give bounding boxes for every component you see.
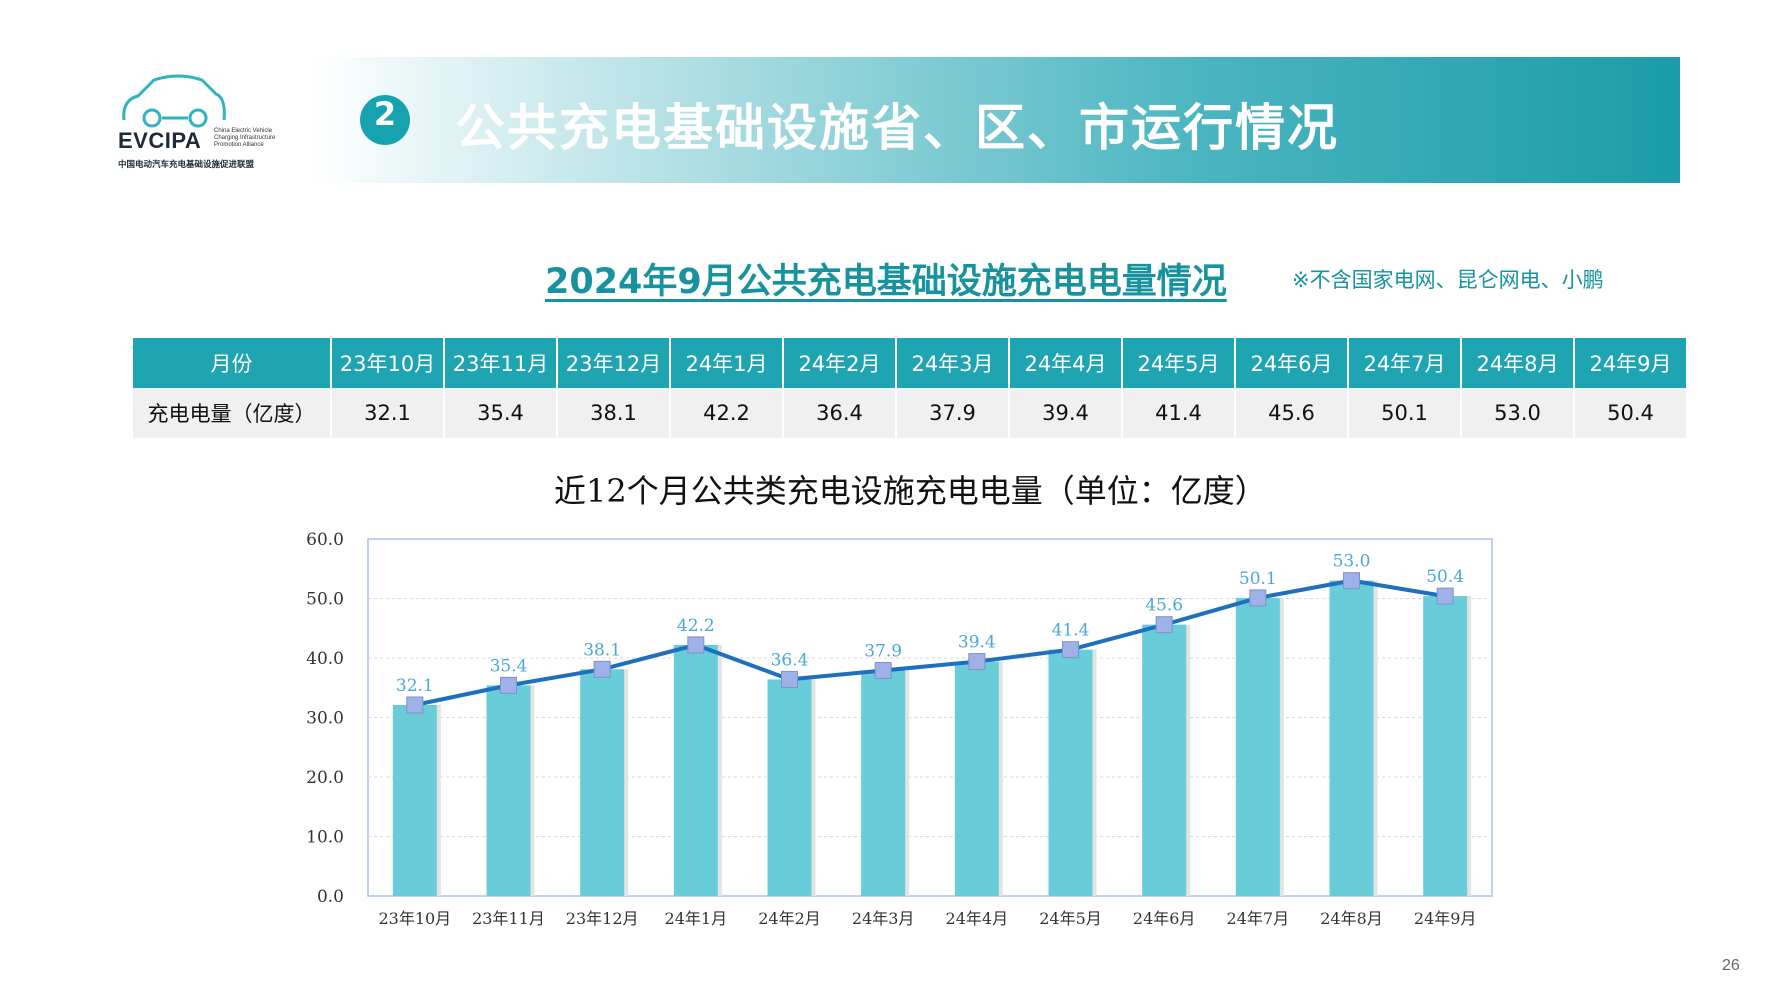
data-point-marker	[1249, 589, 1267, 607]
header-cell: 24年9月	[1574, 338, 1688, 388]
x-tick-label: 24年8月	[1320, 909, 1383, 928]
car-logo-icon	[122, 74, 226, 128]
header-cell: 月份	[133, 338, 332, 388]
page-title: 公共充电基础设施省、区、市运行情况	[455, 99, 1339, 157]
table-cell: 36.4	[783, 388, 897, 438]
logo-english-name: China Electric Vehicle Charging Infrastr…	[214, 128, 276, 148]
data-table: 月份 23年10月 23年11月 23年12月 24年1月 24年2月 24年3…	[133, 338, 1688, 438]
x-tick-label: 24年2月	[758, 909, 821, 928]
data-label: 37.9	[864, 641, 902, 661]
table-cell: 41.4	[1122, 388, 1236, 438]
bar	[392, 705, 437, 896]
bar	[954, 661, 999, 896]
bar	[1142, 624, 1187, 896]
header-cell: 23年11月	[444, 338, 558, 388]
data-point-marker	[500, 676, 517, 694]
header-cell: 24年1月	[670, 338, 784, 388]
table-cell: 37.9	[896, 388, 1010, 438]
y-tick-label: 0.0	[317, 887, 344, 907]
x-tick-label: 24年7月	[1227, 909, 1290, 928]
x-tick-label: 24年4月	[946, 909, 1009, 928]
chart-title: 近12个月公共类充电设施充电电量（单位：亿度）	[554, 472, 1267, 510]
data-label: 41.4	[1052, 621, 1090, 641]
data-point-marker	[1155, 616, 1173, 634]
data-point-marker	[1436, 587, 1454, 605]
bar	[861, 670, 906, 896]
y-tick-label: 60.0	[306, 530, 344, 550]
section-number: 2	[360, 95, 410, 145]
x-tick-label: 24年3月	[852, 909, 915, 928]
header-cell: 24年4月	[1009, 338, 1123, 388]
data-point-marker	[1062, 641, 1079, 659]
bar	[1048, 649, 1093, 896]
table-header-row: 月份 23年10月 23年11月 23年12月 24年1月 24年2月 24年3…	[133, 338, 1688, 388]
bar	[673, 644, 718, 896]
bar	[580, 669, 625, 896]
bar	[1329, 580, 1374, 896]
bar	[1423, 596, 1468, 896]
data-label: 32.1	[396, 676, 434, 696]
x-tick-label: 24年9月	[1414, 909, 1477, 928]
y-tick-label: 10.0	[306, 828, 344, 848]
x-tick-label: 23年11月	[472, 909, 545, 928]
bar	[1235, 597, 1280, 896]
evcipa-logo: EVCIPA China Electric Vehicle Charging I…	[118, 70, 288, 175]
header-cell: 24年2月	[783, 338, 897, 388]
data-label: 45.6	[1145, 596, 1183, 616]
y-tick-label: 40.0	[306, 649, 344, 669]
table-cell: 53.0	[1461, 388, 1575, 438]
table-cell: 32.1	[331, 388, 445, 438]
data-point-marker	[874, 661, 892, 679]
data-point-marker	[593, 660, 611, 678]
y-tick-label: 20.0	[306, 768, 344, 788]
table-row: 充电电量（亿度） 32.1 35.4 38.1 42.2 36.4 37.9 3…	[133, 388, 1688, 438]
data-label: 42.2	[677, 616, 715, 636]
logo-chinese-name: 中国电动汽车充电基础设施促进联盟	[118, 160, 255, 170]
exclusion-note: ※不含国家电网、昆仑网电、小鹏	[1292, 268, 1604, 292]
data-point-marker	[687, 636, 705, 654]
header-cell: 24年5月	[1122, 338, 1236, 388]
header-cell: 23年10月	[331, 338, 445, 388]
data-point-marker	[406, 696, 424, 714]
x-tick-label: 24年6月	[1133, 909, 1196, 928]
header-cell: 24年7月	[1348, 338, 1462, 388]
table-cell: 39.4	[1009, 388, 1123, 438]
series-line	[414, 578, 1446, 707]
header-cell: 24年6月	[1235, 338, 1349, 388]
data-point-marker	[781, 670, 798, 688]
data-label: 36.4	[771, 650, 809, 670]
table-cell: 45.6	[1235, 388, 1349, 438]
data-label: 50.4	[1426, 567, 1464, 587]
table-cell: 50.1	[1348, 388, 1462, 438]
bar	[767, 679, 812, 896]
data-label: 50.1	[1239, 569, 1277, 589]
y-tick-label: 50.0	[306, 590, 344, 610]
x-tick-label: 24年5月	[1039, 909, 1102, 928]
bar	[486, 685, 531, 896]
x-tick-label: 24年1月	[665, 909, 728, 928]
table-cell: 38.1	[557, 388, 671, 438]
row-label: 充电电量（亿度）	[133, 388, 332, 438]
table-title: 2024年9月公共充电基础设施充电电量情况	[545, 262, 1227, 302]
data-label: 39.4	[958, 633, 996, 653]
header-cell: 23年12月	[557, 338, 671, 388]
logo-name: EVCIPA	[118, 128, 202, 153]
page-number: 26	[1722, 957, 1740, 974]
data-label: 35.4	[490, 656, 528, 676]
x-tick-label: 23年10月	[378, 909, 451, 928]
header-banner	[312, 57, 1680, 183]
x-tick-label: 23年12月	[566, 909, 639, 928]
table-cell: 42.2	[670, 388, 784, 438]
header-cell: 24年8月	[1461, 338, 1575, 388]
data-point-marker	[968, 653, 986, 671]
data-label: 53.0	[1333, 552, 1371, 572]
data-label: 38.1	[583, 640, 621, 660]
header-cell: 24年3月	[896, 338, 1010, 388]
y-tick-label: 30.0	[306, 709, 344, 729]
table-cell: 35.4	[444, 388, 558, 438]
data-point-marker	[1343, 572, 1360, 590]
table-cell: 50.4	[1574, 388, 1688, 438]
